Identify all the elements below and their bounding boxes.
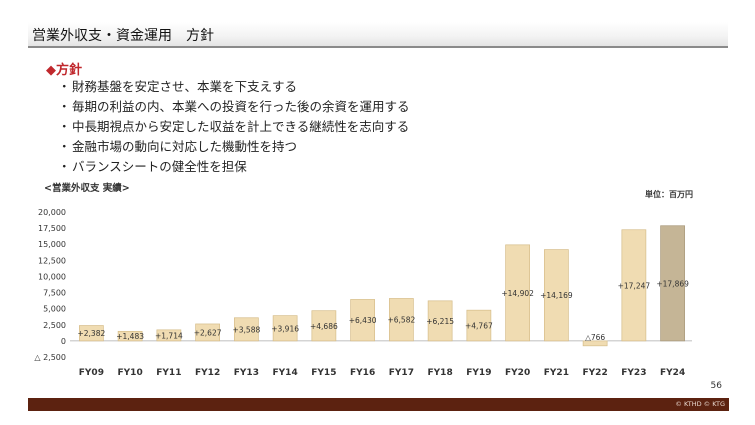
y-tick-label: 15,000 [38, 240, 66, 249]
x-tick-label: FY21 [544, 368, 569, 378]
policy-item-text: バランスシートの健全性を担保 [72, 159, 247, 174]
data-label: +2,382 [77, 329, 105, 338]
x-tick-label: FY19 [466, 368, 491, 378]
bar [234, 317, 259, 342]
bar [621, 229, 647, 342]
bar [544, 249, 569, 342]
chart-title: <営業外収支 実績> [44, 183, 130, 194]
copyright-text: © KTHD © KTG [675, 400, 725, 408]
data-label: +6,215 [426, 317, 454, 326]
page-number: 56 [710, 381, 722, 391]
x-tick-label: FY24 [660, 368, 685, 378]
x-tick-label: FY11 [156, 368, 181, 378]
y-tick-label: 17,500 [38, 224, 66, 233]
data-label: +17,247 [618, 281, 651, 290]
x-tick-label: FY13 [234, 368, 259, 378]
policy-item-text: 毎期の利益の内、本業への投資を行った後の余資を運用する [72, 99, 410, 114]
footer-bar: © KTHD © KTG [28, 398, 729, 411]
policy-item: ・中長期視点から安定した収益を計上できる継続性を志向する [58, 117, 410, 137]
page-title: 営業外収支・資金運用 方針 [32, 28, 214, 44]
x-tick-label: FY18 [428, 368, 453, 378]
y-tick-label: △ 2,500 [34, 353, 66, 362]
policy-item-text: 中長期視点から安定した収益を計上できる継続性を志向する [72, 119, 410, 134]
y-tick-label: 0 [61, 337, 66, 346]
policy-item: ・財務基盤を安定させ、本業を下支えする [58, 77, 410, 97]
bar [272, 315, 298, 342]
x-tick-label: FY20 [505, 368, 530, 378]
policy-list: ・財務基盤を安定させ、本業を下支えする ・毎期の利益の内、本業への投資を行った後… [58, 77, 410, 177]
y-tick-label: 5,000 [43, 305, 66, 314]
bar [195, 323, 220, 342]
bar [350, 299, 375, 342]
bar [427, 300, 453, 342]
y-tick-label: 12,500 [38, 256, 66, 265]
page-header: 営業外収支・資金運用 方針 [28, 22, 728, 48]
unit-label: 単位：百万円 [645, 190, 693, 199]
bullet-glyph: ・ [58, 139, 71, 154]
x-tick-label: FY23 [621, 368, 646, 378]
data-label: +6,430 [349, 316, 377, 325]
bar [466, 309, 492, 342]
x-tick-label: FY16 [350, 368, 375, 378]
bar [660, 225, 685, 342]
x-tick-label: FY12 [195, 368, 220, 378]
x-tick-label: FY09 [79, 368, 104, 378]
bullet-glyph: ・ [58, 99, 71, 114]
x-tick-label: FY17 [389, 368, 414, 378]
x-tick-label: FY14 [273, 368, 298, 378]
bullet-glyph: ・ [58, 159, 71, 174]
data-label: +6,582 [387, 316, 415, 325]
bar [505, 244, 530, 342]
data-label: +14,169 [540, 291, 573, 300]
bar [582, 340, 608, 347]
bar [79, 325, 104, 342]
data-label: △766 [585, 333, 605, 342]
data-label: +1,483 [116, 332, 144, 341]
bar [389, 298, 414, 342]
y-tick-label: 20,000 [38, 208, 66, 217]
policy-item: ・バランスシートの健全性を担保 [58, 157, 410, 177]
y-tick-label: 2,500 [43, 321, 66, 330]
data-label: +3,588 [232, 325, 260, 334]
bar [117, 330, 143, 342]
policy-item-text: 金融市場の動向に対応した機動性を持つ [72, 139, 298, 154]
policy-item-text: 財務基盤を安定させ、本業を下支えする [72, 79, 298, 94]
bar [311, 310, 337, 342]
data-label: +17,869 [656, 279, 689, 288]
bullet-glyph: ・ [58, 79, 71, 94]
policy-item: ・金融市場の動向に対応した機動性を持つ [58, 137, 410, 157]
policy-item: ・毎期の利益の内、本業への投資を行った後の余資を運用する [58, 97, 410, 117]
bar [156, 329, 182, 342]
data-label: +14,902 [501, 289, 534, 298]
data-label: +4,686 [310, 322, 338, 331]
x-tick-label: FY22 [583, 368, 608, 378]
bullet-glyph: ・ [58, 119, 71, 134]
data-label: +3,916 [271, 324, 299, 333]
data-label: +1,714 [155, 331, 183, 340]
x-tick-label: FY10 [118, 368, 143, 378]
x-tick-label: FY15 [311, 368, 336, 378]
data-label: +4,767 [465, 322, 493, 331]
y-tick-label: 10,000 [38, 272, 66, 281]
data-label: +2,627 [194, 328, 222, 337]
policy-heading: ◆方針 [46, 63, 82, 78]
y-tick-label: 7,500 [43, 289, 66, 298]
